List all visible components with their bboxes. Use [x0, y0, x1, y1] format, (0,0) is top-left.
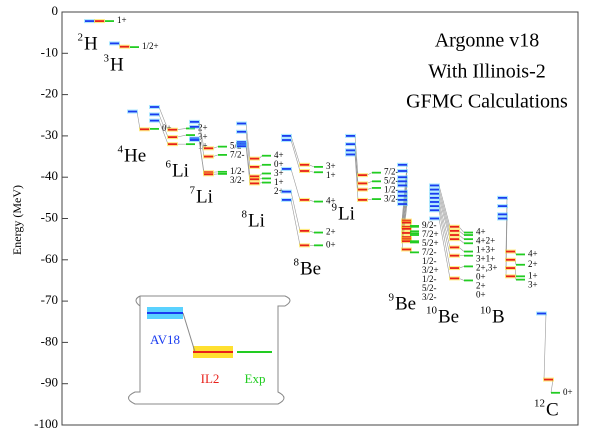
- y-tick-label: 0: [52, 3, 59, 18]
- level-connector: [177, 135, 186, 137]
- spin-label: 2+: [326, 227, 336, 237]
- y-tick-label: -50: [41, 209, 58, 224]
- level-connector: [291, 200, 300, 245]
- element-symbol: B: [492, 306, 505, 327]
- y-tick-label: -30: [41, 127, 58, 142]
- spin-label: 3/2-: [384, 194, 399, 204]
- mass-number: 9: [389, 292, 395, 304]
- spin-label: 4+: [528, 248, 538, 258]
- legend-connector: [183, 313, 195, 352]
- spin-label: 0+: [476, 290, 486, 300]
- level-connector: [291, 192, 300, 231]
- legend-label: Exp: [245, 371, 266, 386]
- legend-label: IL2: [201, 371, 220, 386]
- spin-label: 1/2+: [142, 41, 159, 51]
- y-tick-label: -80: [41, 333, 58, 348]
- mass-number: 12: [534, 398, 545, 410]
- mass-number: 10: [480, 305, 492, 317]
- element-symbol: Li: [248, 210, 265, 231]
- mass-number: 8: [294, 257, 300, 269]
- mass-number: 6: [166, 159, 172, 171]
- level-connector: [291, 140, 300, 171]
- element-symbol: Be: [438, 306, 459, 327]
- element-symbol: C: [546, 399, 559, 420]
- spin-label: 1+: [117, 15, 127, 25]
- title-line: With Illinois-2: [428, 61, 546, 83]
- level-connector: [291, 136, 300, 165]
- element-symbol: Be: [300, 258, 321, 279]
- spin-label: 0+: [326, 239, 336, 249]
- y-tick-label: -100: [34, 416, 58, 431]
- mass-number: 10: [426, 305, 438, 317]
- mass-number: 3: [104, 53, 110, 65]
- element-symbol: He: [124, 145, 146, 166]
- title-line: Argonne v18: [435, 30, 540, 52]
- level-connector: [544, 313, 546, 379]
- spin-label: 3/2-: [230, 175, 245, 185]
- spin-label: 3+: [528, 279, 538, 289]
- spin-label: 7/2-: [230, 150, 245, 160]
- legend-label: AV18: [150, 332, 180, 347]
- y-tick-label: -10: [41, 44, 58, 59]
- level-connector: [177, 128, 186, 129]
- y-tick-label: -40: [41, 168, 58, 183]
- element-symbol: Be: [395, 293, 416, 314]
- element-symbol: Li: [196, 186, 213, 207]
- y-axis-label: Energy (MeV): [10, 185, 24, 255]
- y-tick-label: -20: [41, 86, 58, 101]
- mass-number: 4: [118, 144, 124, 156]
- mass-number: 2: [78, 32, 84, 44]
- spin-label: 2+: [528, 259, 538, 269]
- title-line: GFMC Calculations: [406, 91, 568, 113]
- element-symbol: Li: [338, 203, 355, 224]
- mass-number: 7: [190, 185, 196, 197]
- mass-number: 9: [332, 202, 338, 214]
- element-symbol: H: [110, 54, 124, 75]
- y-tick-label: -70: [41, 292, 58, 307]
- level-connector: [137, 112, 140, 130]
- element-symbol: H: [84, 33, 98, 54]
- element-symbol: Li: [172, 160, 189, 181]
- level-connector: [439, 185, 450, 226]
- spin-label: 3/2-: [422, 292, 437, 302]
- y-tick-label: -90: [41, 375, 58, 390]
- chart: Energy (MeV) Argonne v18 With Illinois-2…: [0, 0, 589, 433]
- y-tick-label: -60: [41, 251, 58, 266]
- spin-label: 1+: [326, 170, 336, 180]
- mass-number: 8: [242, 209, 248, 221]
- spin-label: 0+: [563, 387, 573, 397]
- level-connector: [291, 169, 300, 200]
